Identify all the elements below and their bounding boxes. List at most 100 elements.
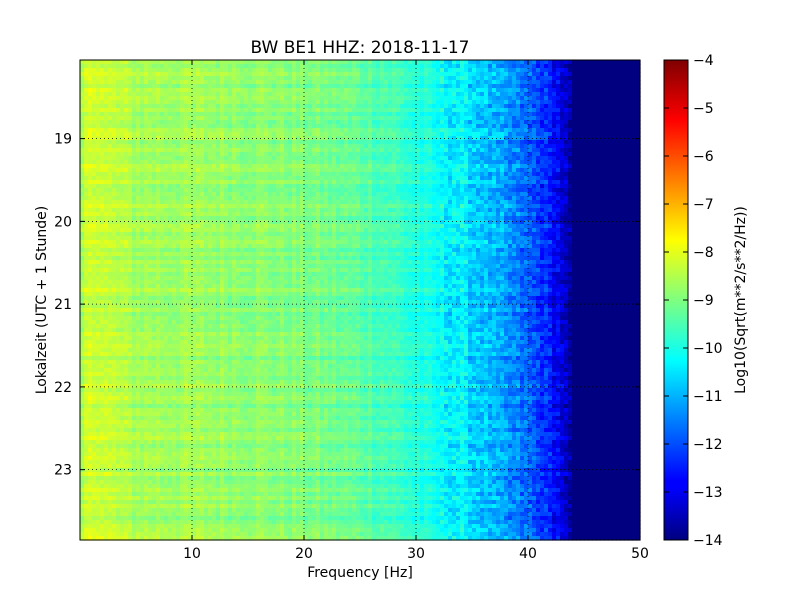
heatmap-cell (100, 192, 105, 197)
heatmap-cell (400, 168, 405, 173)
heatmap-cell (336, 60, 341, 65)
heatmap-cell (332, 68, 337, 73)
heatmap-cell (596, 112, 601, 117)
heatmap-cell (204, 96, 209, 101)
heatmap-cell (520, 76, 525, 81)
heatmap-cell (328, 164, 333, 169)
heatmap-cell (360, 64, 365, 69)
heatmap-cell (600, 112, 605, 117)
heatmap-cell (616, 148, 621, 153)
heatmap-cell (164, 64, 169, 69)
heatmap-cell (420, 156, 425, 161)
heatmap-cell (440, 140, 445, 145)
heatmap-cell (292, 164, 297, 169)
heatmap-cell (360, 148, 365, 153)
heatmap-cell (528, 68, 533, 73)
heatmap-cell (280, 152, 285, 157)
heatmap-cell (172, 96, 177, 101)
heatmap-cell (152, 196, 157, 201)
heatmap-cell (152, 184, 157, 189)
heatmap-cell (380, 160, 385, 165)
heatmap-cell (112, 128, 117, 133)
heatmap-cell (340, 200, 345, 205)
heatmap-cell (96, 180, 101, 185)
heatmap-cell (188, 120, 193, 125)
heatmap-cell (128, 124, 133, 129)
heatmap-cell (608, 72, 613, 77)
heatmap-cell (208, 172, 213, 177)
heatmap-cell (588, 60, 593, 65)
heatmap-cell (436, 64, 441, 69)
heatmap-cell (596, 72, 601, 77)
heatmap-cell (412, 136, 417, 141)
heatmap-cell (316, 144, 321, 149)
heatmap-cell (216, 128, 221, 133)
heatmap-cell (184, 156, 189, 161)
heatmap-cell (464, 96, 469, 101)
heatmap-cell (476, 160, 481, 165)
heatmap-cell (152, 116, 157, 121)
heatmap-cell (304, 112, 309, 117)
heatmap-cell (504, 100, 509, 105)
heatmap-cell (412, 128, 417, 133)
heatmap-cell (476, 112, 481, 117)
heatmap-cell (616, 160, 621, 165)
heatmap-cell (488, 72, 493, 77)
heatmap-cell (612, 140, 617, 145)
heatmap-cell (432, 172, 437, 177)
heatmap-cell (172, 196, 177, 201)
heatmap-cell (484, 144, 489, 149)
heatmap-cell (424, 192, 429, 197)
heatmap-cell (484, 100, 489, 105)
heatmap-cell (176, 164, 181, 169)
heatmap-cell (264, 120, 269, 125)
heatmap-cell (292, 156, 297, 161)
heatmap-cell (408, 128, 413, 133)
heatmap-cell (116, 184, 121, 189)
heatmap-cell (504, 176, 509, 181)
heatmap-cell (344, 200, 349, 205)
heatmap-cell (300, 160, 305, 165)
heatmap-cell (168, 60, 173, 65)
heatmap-cell (212, 92, 217, 97)
heatmap-cell (628, 104, 633, 109)
heatmap-cell (432, 160, 437, 165)
heatmap-cell (588, 188, 593, 193)
heatmap-cell (132, 60, 137, 65)
heatmap-cell (240, 96, 245, 101)
heatmap-cell (148, 192, 153, 197)
heatmap-cell (576, 112, 581, 117)
heatmap-cell (420, 160, 425, 165)
heatmap-cell (304, 168, 309, 173)
heatmap-cell (356, 144, 361, 149)
heatmap-cell (424, 152, 429, 157)
heatmap-cell (80, 200, 85, 205)
heatmap-cell (168, 136, 173, 141)
heatmap-cell (224, 104, 229, 109)
heatmap-cell (612, 76, 617, 81)
heatmap-cell (432, 104, 437, 109)
heatmap-cell (120, 68, 125, 73)
heatmap-cell (364, 152, 369, 157)
heatmap-cell (100, 88, 105, 93)
heatmap-cell (528, 76, 533, 81)
heatmap-cell (224, 184, 229, 189)
heatmap-cell (608, 64, 613, 69)
heatmap-cell (232, 112, 237, 117)
heatmap-cell (564, 120, 569, 125)
heatmap-cell (516, 184, 521, 189)
heatmap-cell (568, 192, 573, 197)
heatmap-cell (320, 180, 325, 185)
heatmap-cell (200, 100, 205, 105)
heatmap-cell (156, 144, 161, 149)
heatmap-cell (400, 64, 405, 69)
heatmap-cell (480, 76, 485, 81)
heatmap-cell (488, 148, 493, 153)
heatmap-cell (264, 180, 269, 185)
heatmap-cell (348, 120, 353, 125)
heatmap-cell (84, 180, 89, 185)
heatmap-cell (324, 176, 329, 181)
heatmap-cell (276, 156, 281, 161)
heatmap-cell (264, 64, 269, 69)
heatmap-cell (268, 152, 273, 157)
